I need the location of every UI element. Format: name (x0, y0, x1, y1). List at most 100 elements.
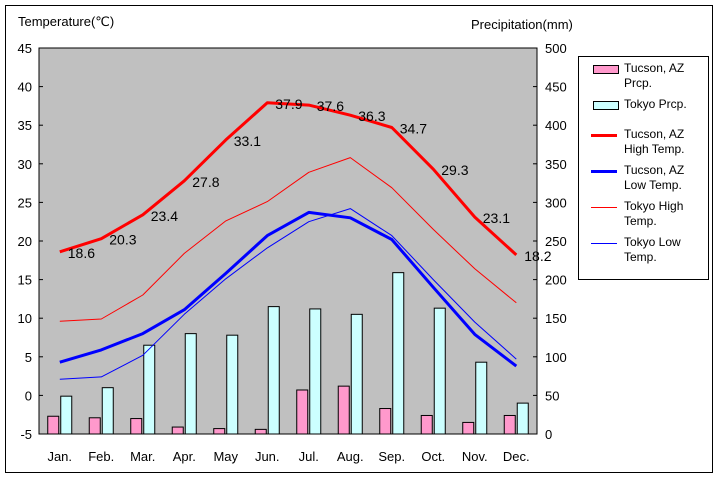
legend-item: Tucson, AZ Prcp. (589, 61, 707, 91)
data-label: 37.9 (275, 96, 302, 112)
left-tick-label: 30 (18, 157, 32, 172)
legend-label: Tucson, AZ Low Temp. (624, 163, 710, 193)
left-tick-label: -5 (20, 427, 32, 442)
x-tick-label: Jan. (47, 449, 72, 464)
legend-label-line: Low Temp. (624, 178, 682, 192)
legend-label-line: Tokyo Low (624, 235, 681, 249)
legend-item: Tucson, AZ High Temp. (589, 127, 707, 157)
legend-label-line: Temp. (624, 214, 657, 228)
bar-tucson-precip (379, 408, 392, 435)
bar-tokyo-precip (184, 333, 197, 435)
x-tick-label: Dec. (503, 449, 530, 464)
bar-tokyo-precip (433, 307, 446, 435)
x-tick-label: Feb. (88, 449, 114, 464)
legend-line-sample (591, 134, 617, 137)
left-tick-label: 15 (18, 273, 32, 288)
right-tick-label: 300 (545, 195, 567, 210)
legend: Tucson, AZ Prcp. Tokyo Prcp. Tucson, AZ High… (578, 56, 709, 280)
legend-swatch (593, 65, 619, 74)
x-tick-label: Aug. (337, 449, 364, 464)
data-label: 37.6 (317, 98, 344, 114)
legend-label-line: Prcp. (624, 76, 653, 90)
left-tick-label: 5 (25, 350, 32, 365)
right-tick-label: 200 (545, 273, 567, 288)
bar-tucson-precip (171, 426, 184, 435)
bar-tokyo-precip (60, 395, 73, 435)
x-tick-label: Mar. (130, 449, 155, 464)
legend-label-line: High Temp. (624, 142, 685, 156)
left-tick-label: 10 (18, 311, 32, 326)
bar-tokyo-precip (267, 306, 280, 435)
x-tick-label: Sep. (378, 449, 405, 464)
line-tokyo-low (59, 208, 517, 380)
legend-item: Tokyo Low Temp. (589, 235, 707, 265)
x-tick-label: Apr. (173, 449, 196, 464)
legend-label: Tucson, AZ High Temp. (624, 127, 710, 157)
legend-label-line: Tucson, AZ (624, 127, 685, 141)
right-tick-label: 500 (545, 41, 567, 56)
bar-tucson-precip (88, 417, 101, 435)
legend-item: Tucson, AZ Low Temp. (589, 163, 707, 193)
data-label: 36.3 (358, 108, 385, 124)
data-label: 23.1 (483, 210, 510, 226)
right-tick-label: 350 (545, 157, 567, 172)
data-label: 27.8 (192, 174, 219, 190)
x-tick-label: May (213, 449, 238, 464)
bar-tucson-precip (462, 421, 475, 435)
line-tucson-low (59, 210, 518, 368)
bar-tokyo-precip (309, 308, 322, 435)
right-tick-label: 450 (545, 80, 567, 95)
right-tick-label: 150 (545, 311, 567, 326)
legend-label: Tucson, AZ Prcp. (624, 61, 710, 91)
line-tokyo-high (59, 157, 517, 322)
data-label: 34.7 (400, 121, 427, 137)
data-label: 23.4 (151, 208, 178, 224)
bar-tokyo-precip (392, 272, 405, 435)
bar-tokyo-precip (350, 313, 363, 435)
bar-tokyo-precip (143, 344, 156, 435)
legend-label-line: Tokyo Prcp. (624, 97, 687, 111)
bar-tucson-precip (296, 389, 309, 435)
plot-area (38, 47, 538, 435)
legend-label-line: Tokyo High (624, 199, 684, 213)
left-tick-label: 20 (18, 234, 32, 249)
legend-line-sample (591, 207, 617, 208)
right-tick-label: 50 (545, 388, 559, 403)
data-label: 20.3 (109, 232, 136, 248)
legend-item: Tokyo Prcp. (589, 97, 707, 112)
legend-swatch (593, 101, 619, 110)
legend-label-line: Tucson, AZ (624, 163, 685, 177)
bar-tucson-precip (213, 428, 226, 435)
left-tick-label: 45 (18, 41, 32, 56)
legend-label: Tokyo Prcp. (624, 97, 710, 112)
bar-tokyo-precip (516, 402, 529, 435)
x-tick-label: Oct. (421, 449, 445, 464)
bar-tokyo-precip (226, 334, 239, 435)
bar-tokyo-precip (475, 361, 488, 435)
bar-tokyo-precip (101, 387, 114, 435)
line-tucson-high (59, 101, 518, 257)
legend-line-sample (591, 170, 617, 173)
legend-item: Tokyo High Temp. (589, 199, 707, 229)
left-tick-label: 40 (18, 80, 32, 95)
right-tick-label: 250 (545, 234, 567, 249)
bar-tucson-precip (337, 385, 350, 435)
left-tick-label: 25 (18, 195, 32, 210)
left-axis-title: Temperature(℃) (18, 14, 115, 29)
legend-label: Tokyo Low Temp. (624, 235, 710, 265)
data-label: 33.1 (234, 133, 261, 149)
x-tick-label: Jul. (299, 449, 319, 464)
data-label: 29.3 (441, 162, 468, 178)
bar-tucson-precip (47, 415, 60, 435)
left-tick-label: 0 (25, 388, 32, 403)
bar-tucson-precip (420, 414, 433, 435)
legend-label-line: Tucson, AZ (624, 61, 685, 75)
right-tick-label: 0 (545, 427, 552, 442)
data-label: 18.2 (524, 248, 551, 264)
legend-label: Tokyo High Temp. (624, 199, 710, 229)
right-tick-label: 400 (545, 118, 567, 133)
left-tick-label: 35 (18, 118, 32, 133)
bar-tucson-precip (130, 418, 143, 435)
legend-label-line: Temp. (624, 250, 657, 264)
